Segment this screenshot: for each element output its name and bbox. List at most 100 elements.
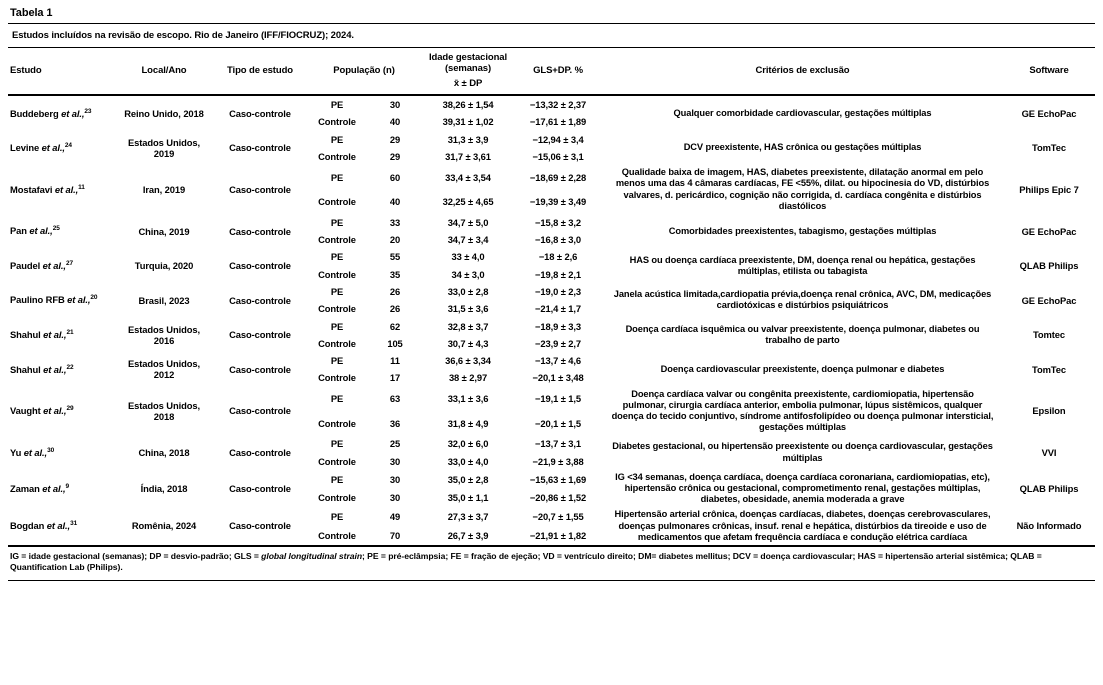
idade-value-pe: 34,7 ± 5,0 bbox=[447, 216, 489, 228]
local-ano-cell: China, 2018 bbox=[138, 447, 190, 458]
table-row-controle: Controle 17 38 ± 2,97 −20,1 ± 3,48 bbox=[8, 369, 1095, 386]
gls-value-pe: −13,32 ± 2,37 bbox=[529, 99, 587, 111]
table-row: Bogdan et al.,31 Romênia, 2024 Caso-cont… bbox=[8, 507, 1095, 541]
study-author: Shahul bbox=[10, 363, 44, 375]
idade-value-pe: 31,3 ± 3,9 bbox=[447, 133, 489, 145]
table-row-controle: Controle 30 35,0 ± 1,1 −20,86 ± 1,52 bbox=[8, 489, 1095, 508]
criterios-exclusao-cell: DCV preexistente, HAS crônica ou gestaçõ… bbox=[683, 142, 922, 153]
criterios-exclusao-cell: Comorbidades preexistentes, tabagismo, g… bbox=[668, 225, 937, 236]
local-ano-cell: Brasil, 2023 bbox=[138, 294, 190, 306]
et-al-label: et al., bbox=[46, 520, 71, 532]
group-label-pe: PE bbox=[330, 473, 344, 485]
gls-value-pe: −18 ± 2,6 bbox=[538, 251, 578, 263]
idade-gestacional-mean-sd: x̄ ± DP bbox=[453, 77, 483, 89]
idade-value-controle: 31,8 ± 4,9 bbox=[447, 417, 489, 429]
table-row: Vaught et al.,29 Estados Unidos, 2018 Ca… bbox=[8, 387, 1095, 432]
group-label-pe: PE bbox=[330, 216, 344, 228]
et-al-label: et al., bbox=[42, 259, 66, 271]
group-n-pe: 62 bbox=[389, 320, 401, 332]
idade-value-pe: 33,1 ± 3,6 bbox=[447, 393, 489, 405]
software-cell: Philips Epic 7 bbox=[1019, 183, 1079, 195]
group-label-controle: Controle bbox=[318, 455, 356, 467]
gls-value-pe: −13,7 ± 3,1 bbox=[535, 438, 582, 450]
group-n-controle: 70 bbox=[389, 529, 401, 541]
group-label-controle: Controle bbox=[318, 372, 356, 384]
software-cell: TomTec bbox=[1032, 142, 1066, 154]
table-row-controle: Controle 36 31,8 ± 4,9 −20,1 ± 1,5 bbox=[8, 411, 1095, 435]
study-author: Yu bbox=[10, 446, 24, 458]
table-row: Pan et al.,25 China, 2019 Caso-controle … bbox=[8, 214, 1095, 237]
tipo-estudo-cell: Caso-controle bbox=[229, 183, 291, 195]
group-label-controle: Controle bbox=[318, 417, 356, 429]
idade-value-pe: 36,6 ± 3,34 bbox=[445, 355, 491, 367]
reference-superscript: 9 bbox=[65, 482, 70, 490]
group-label-controle: Controle bbox=[318, 151, 356, 163]
gls-value-pe: −19,1 ± 1,5 bbox=[535, 393, 582, 405]
gls-value-pe: −15,8 ± 3,2 bbox=[535, 216, 582, 228]
group-n-controle: 35 bbox=[389, 268, 401, 280]
gls-value-pe: −13,7 ± 4,6 bbox=[535, 355, 582, 367]
gls-value-controle: −20,86 ± 1,52 bbox=[529, 492, 587, 504]
criterios-exclusao-cell: Doença cardiovascular preexistente, doen… bbox=[660, 363, 945, 374]
study-name-cell: Bogdan et al.,31 bbox=[8, 507, 114, 545]
study-author: Levine bbox=[10, 142, 42, 154]
group-n-pe: 33 bbox=[389, 216, 401, 228]
study-name-cell: Mostafavi et al.,11 bbox=[8, 165, 114, 214]
group-label-pe: PE bbox=[330, 286, 344, 298]
idade-value-controle: 39,31 ± 1,02 bbox=[442, 116, 494, 128]
table-caption: Estudos incluídos na revisão de escopo. … bbox=[8, 24, 1095, 48]
study-name-cell: Shahul et al.,22 bbox=[8, 352, 114, 387]
et-al-label: et al., bbox=[67, 294, 91, 306]
group-n-pe: 49 bbox=[389, 511, 401, 523]
table-row: Zaman et al.,9 Índia, 2018 Caso-controle… bbox=[8, 470, 1095, 504]
gls-value-pe: −18,69 ± 2,28 bbox=[529, 171, 587, 183]
group-label-pe: PE bbox=[330, 438, 344, 450]
group-n-controle: 36 bbox=[389, 417, 401, 429]
gls-value-pe: −19,0 ± 2,3 bbox=[535, 286, 582, 298]
tipo-estudo-cell: Caso-controle bbox=[229, 405, 291, 417]
gls-value-controle: −20,1 ± 3,48 bbox=[532, 372, 584, 384]
study-author: Paudel bbox=[10, 259, 43, 271]
table-header: Estudo Local/Ano Tipo de estudo Populaçã… bbox=[8, 48, 1095, 97]
tipo-estudo-cell: Caso-controle bbox=[229, 294, 291, 306]
idade-value-controle: 38 ± 2,97 bbox=[448, 372, 488, 384]
idade-value-pe: 33 ± 4,0 bbox=[451, 251, 485, 263]
group-n-pe: 26 bbox=[389, 286, 401, 298]
group-n-controle: 20 bbox=[389, 234, 401, 246]
table-row: Paulino RFB et al.,20 Brasil, 2023 Caso-… bbox=[8, 283, 1095, 310]
criterios-exclusao-cell: Diabetes gestacional, ou hipertensão pre… bbox=[612, 441, 993, 463]
group-label-pe: PE bbox=[330, 99, 344, 111]
study-author: Vaught bbox=[10, 405, 44, 417]
local-ano-cell: Estados Unidos, 2018 bbox=[128, 399, 200, 423]
group-n-controle: 40 bbox=[389, 196, 401, 208]
gls-value-controle: −21,4 ± 1,7 bbox=[535, 303, 582, 315]
idade-value-pe: 35,0 ± 2,8 bbox=[447, 473, 489, 485]
idade-value-controle: 34,7 ± 3,4 bbox=[447, 234, 489, 246]
tipo-estudo-cell: Caso-controle bbox=[229, 107, 291, 119]
gls-value-controle: −23,9 ± 2,7 bbox=[535, 337, 582, 349]
tipo-estudo-cell: Caso-controle bbox=[229, 447, 291, 458]
table-row-controle: Controle 40 39,31 ± 1,02 −17,61 ± 1,89 bbox=[8, 113, 1095, 130]
tipo-estudo-cell: Caso-controle bbox=[229, 260, 291, 272]
group-n-pe: 63 bbox=[389, 393, 401, 405]
table-row: Buddeberg et al.,23 Reino Unido, 2018 Ca… bbox=[8, 95, 1095, 119]
software-cell: VVI bbox=[1041, 447, 1057, 458]
software-cell: QLAB Philips bbox=[1019, 483, 1079, 495]
group-n-controle: 29 bbox=[389, 151, 401, 163]
et-al-label: et al., bbox=[42, 482, 66, 494]
table-footnote: IG = idade gestacional (semanas); DP = d… bbox=[8, 547, 1095, 582]
study-name-cell: Levine et al.,24 bbox=[8, 131, 114, 166]
software-cell: Epsilon bbox=[1032, 405, 1066, 417]
local-ano-cell: Índia, 2018 bbox=[140, 483, 188, 495]
table-body: Buddeberg et al.,23 Reino Unido, 2018 Ca… bbox=[8, 95, 1095, 546]
group-n-controle: 30 bbox=[389, 455, 401, 467]
gls-value-pe: −20,7 ± 1,55 bbox=[532, 511, 584, 523]
table-row-controle: Controle 105 30,7 ± 4,3 −23,9 ± 2,7 bbox=[8, 335, 1095, 352]
criterios-exclusao-cell: Qualidade baixa de imagem, HAS, diabetes… bbox=[615, 167, 990, 211]
group-label-pe: PE bbox=[330, 171, 344, 183]
group-n-controle: 30 bbox=[389, 492, 401, 504]
study-name-cell: Paulino RFB et al.,20 bbox=[8, 283, 114, 318]
criterios-exclusao-cell: IG <34 semanas, doença cardíaca, doença … bbox=[615, 471, 990, 505]
study-author: Pan bbox=[10, 225, 30, 237]
study-name-cell: Shahul et al.,21 bbox=[8, 318, 114, 353]
